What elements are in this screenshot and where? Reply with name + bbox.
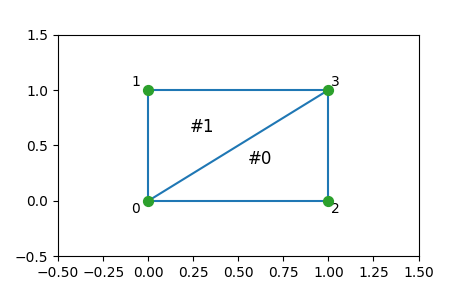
Point bbox=[145, 88, 152, 92]
Text: #1: #1 bbox=[190, 118, 214, 136]
Point bbox=[325, 88, 332, 92]
Text: 0: 0 bbox=[131, 202, 140, 216]
Point bbox=[145, 199, 152, 203]
Point bbox=[325, 199, 332, 203]
Text: 2: 2 bbox=[331, 202, 340, 216]
Text: #0: #0 bbox=[248, 150, 272, 168]
Text: 3: 3 bbox=[331, 75, 340, 89]
Text: 1: 1 bbox=[131, 75, 140, 89]
